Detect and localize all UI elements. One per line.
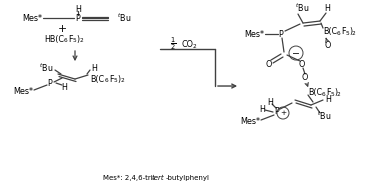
Text: 5: 5 bbox=[346, 31, 350, 36]
Text: Mes*: Mes* bbox=[240, 116, 260, 126]
Text: F: F bbox=[326, 88, 330, 97]
Text: $^t$Bu: $^t$Bu bbox=[117, 12, 131, 24]
Text: ): ) bbox=[349, 27, 352, 36]
Text: H: H bbox=[259, 105, 265, 113]
Text: H: H bbox=[325, 94, 331, 104]
Text: H: H bbox=[324, 4, 330, 12]
Text: B(C: B(C bbox=[323, 27, 337, 36]
Text: H: H bbox=[91, 64, 97, 73]
Text: B(C: B(C bbox=[90, 75, 104, 84]
Text: ): ) bbox=[334, 88, 337, 97]
Text: F: F bbox=[68, 35, 73, 44]
Text: $^t$Bu: $^t$Bu bbox=[39, 62, 53, 74]
Text: 6: 6 bbox=[104, 78, 108, 83]
Text: $^t$Bu: $^t$Bu bbox=[317, 110, 331, 122]
Text: H: H bbox=[75, 4, 81, 14]
Text: O: O bbox=[266, 60, 272, 68]
Text: Mes*: 2,4,6-tri-: Mes*: 2,4,6-tri- bbox=[103, 175, 155, 181]
Text: 2: 2 bbox=[337, 92, 341, 97]
Text: 6: 6 bbox=[322, 92, 325, 97]
Text: H: H bbox=[267, 97, 273, 107]
Text: $\frac{1}{2}$: $\frac{1}{2}$ bbox=[170, 35, 176, 52]
Text: 2: 2 bbox=[121, 78, 125, 83]
Text: O: O bbox=[325, 41, 331, 49]
Text: 2: 2 bbox=[193, 44, 197, 49]
Text: 2: 2 bbox=[80, 38, 84, 43]
Text: 5: 5 bbox=[73, 38, 76, 43]
Text: tert: tert bbox=[152, 175, 165, 181]
Text: O: O bbox=[299, 60, 305, 68]
Text: +: + bbox=[280, 110, 286, 116]
Text: $^t$Bu: $^t$Bu bbox=[295, 2, 309, 14]
Text: P: P bbox=[48, 78, 53, 88]
Text: B(C: B(C bbox=[308, 88, 322, 97]
Text: Mes*: Mes* bbox=[22, 14, 42, 23]
Text: O: O bbox=[302, 73, 308, 81]
Text: F: F bbox=[341, 27, 345, 36]
Text: 2: 2 bbox=[352, 31, 356, 36]
Text: 5: 5 bbox=[113, 78, 117, 83]
Text: ): ) bbox=[76, 35, 80, 44]
Text: 6: 6 bbox=[64, 38, 67, 43]
Text: 6: 6 bbox=[337, 31, 341, 36]
Text: P: P bbox=[279, 30, 284, 39]
Text: -butylphenyl: -butylphenyl bbox=[166, 175, 210, 181]
Text: HB(C: HB(C bbox=[44, 35, 64, 44]
Text: ): ) bbox=[118, 75, 121, 84]
Text: H: H bbox=[61, 83, 67, 92]
Text: P: P bbox=[275, 107, 279, 116]
Text: 5: 5 bbox=[331, 92, 335, 97]
Text: P: P bbox=[76, 14, 81, 23]
Text: CO: CO bbox=[181, 40, 193, 49]
Text: +: + bbox=[57, 24, 67, 34]
Text: Mes*: Mes* bbox=[244, 30, 264, 39]
Text: Mes*: Mes* bbox=[13, 86, 33, 96]
Text: −: − bbox=[292, 49, 300, 57]
Text: F: F bbox=[109, 75, 113, 84]
